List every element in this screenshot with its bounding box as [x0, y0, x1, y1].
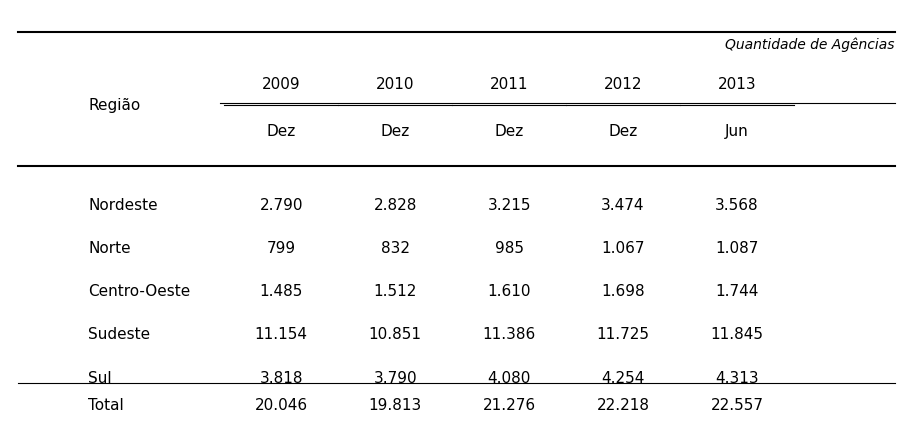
Text: 2010: 2010 [376, 77, 415, 92]
Text: 2013: 2013 [718, 77, 756, 92]
Text: 1.512: 1.512 [373, 284, 417, 299]
Text: 2012: 2012 [603, 77, 642, 92]
Text: 832: 832 [381, 241, 410, 256]
Text: Região: Região [89, 98, 141, 113]
Text: 1.610: 1.610 [488, 284, 530, 299]
Text: 11.845: 11.845 [710, 327, 763, 342]
Text: Dez: Dez [381, 124, 410, 138]
Text: 10.851: 10.851 [369, 327, 422, 342]
Text: 2009: 2009 [262, 77, 300, 92]
Text: 4.080: 4.080 [488, 370, 530, 385]
Text: 3.215: 3.215 [488, 198, 530, 213]
Text: 11.154: 11.154 [255, 327, 308, 342]
Text: 21.276: 21.276 [483, 397, 536, 412]
Text: 4.313: 4.313 [715, 370, 759, 385]
Text: 2.790: 2.790 [259, 198, 303, 213]
Text: 1.067: 1.067 [602, 241, 645, 256]
Text: 11.386: 11.386 [482, 327, 536, 342]
Text: 22.218: 22.218 [596, 397, 649, 412]
Text: Norte: Norte [89, 241, 131, 256]
Text: Total: Total [89, 397, 124, 412]
Text: 19.813: 19.813 [369, 397, 422, 412]
Text: Dez: Dez [495, 124, 524, 138]
Text: Sul: Sul [89, 370, 112, 385]
Text: 1.087: 1.087 [715, 241, 759, 256]
Text: 2011: 2011 [490, 77, 529, 92]
Text: Dez: Dez [608, 124, 637, 138]
Text: 2.828: 2.828 [373, 198, 417, 213]
Text: 4.254: 4.254 [602, 370, 645, 385]
Text: 985: 985 [495, 241, 523, 256]
Text: Nordeste: Nordeste [89, 198, 158, 213]
Text: 3.790: 3.790 [373, 370, 417, 385]
Text: 3.474: 3.474 [602, 198, 645, 213]
Text: Centro-Oeste: Centro-Oeste [89, 284, 191, 299]
Text: 1.698: 1.698 [602, 284, 645, 299]
Text: 22.557: 22.557 [710, 397, 763, 412]
Text: 3.818: 3.818 [259, 370, 303, 385]
Text: 799: 799 [267, 241, 296, 256]
Text: Sudeste: Sudeste [89, 327, 151, 342]
Text: 11.725: 11.725 [596, 327, 649, 342]
Text: 3.568: 3.568 [715, 198, 759, 213]
Text: 20.046: 20.046 [255, 397, 308, 412]
Text: 1.485: 1.485 [259, 284, 303, 299]
Text: Jun: Jun [725, 124, 749, 138]
Text: 1.744: 1.744 [715, 284, 759, 299]
Text: Quantidade de Agências: Quantidade de Agências [725, 37, 895, 52]
Text: Dez: Dez [267, 124, 296, 138]
